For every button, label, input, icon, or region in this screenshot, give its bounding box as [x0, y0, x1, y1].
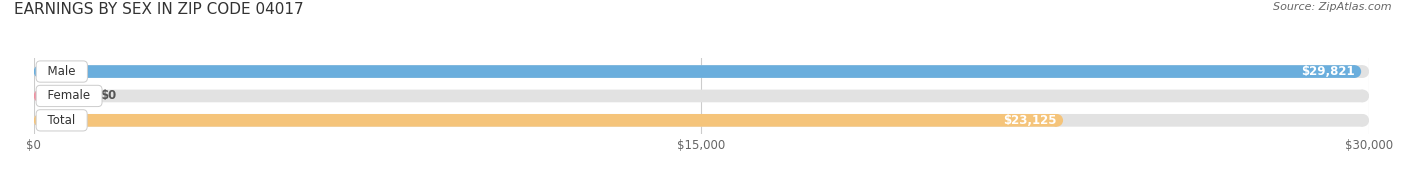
Text: EARNINGS BY SEX IN ZIP CODE 04017: EARNINGS BY SEX IN ZIP CODE 04017	[14, 2, 304, 17]
Text: $23,125: $23,125	[1002, 114, 1056, 127]
Ellipse shape	[34, 65, 46, 78]
Ellipse shape	[34, 90, 46, 102]
FancyBboxPatch shape	[39, 90, 1362, 102]
Ellipse shape	[1357, 65, 1369, 78]
Ellipse shape	[1050, 114, 1063, 127]
Ellipse shape	[34, 114, 46, 127]
FancyBboxPatch shape	[39, 114, 1057, 127]
FancyBboxPatch shape	[39, 65, 1355, 78]
Bar	[34, 114, 1369, 127]
Ellipse shape	[34, 90, 46, 102]
Text: Male: Male	[41, 65, 83, 78]
Text: $29,821: $29,821	[1301, 65, 1354, 78]
Ellipse shape	[34, 65, 46, 78]
Ellipse shape	[1348, 65, 1361, 78]
Text: $0: $0	[100, 89, 117, 103]
Ellipse shape	[72, 90, 84, 102]
Bar	[34, 65, 1369, 78]
Ellipse shape	[1357, 90, 1369, 102]
Ellipse shape	[1357, 114, 1369, 127]
FancyBboxPatch shape	[39, 90, 77, 102]
FancyBboxPatch shape	[39, 114, 1362, 127]
Text: Female: Female	[41, 89, 98, 103]
FancyBboxPatch shape	[39, 65, 1362, 78]
Text: Source: ZipAtlas.com: Source: ZipAtlas.com	[1274, 2, 1392, 12]
Bar	[34, 90, 1369, 102]
Text: Total: Total	[41, 114, 83, 127]
Ellipse shape	[34, 114, 46, 127]
